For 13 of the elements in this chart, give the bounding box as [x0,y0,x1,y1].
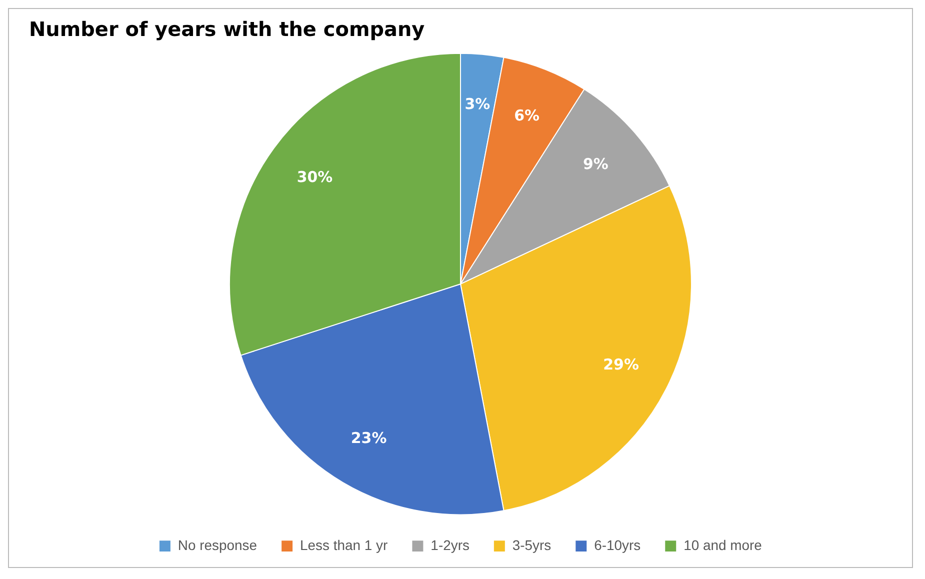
legend-label: Less than 1 yr [300,536,388,553]
chart-title: Number of years with the company [28,17,425,42]
data-label: 23% [350,428,387,447]
legend-label: No response [178,536,258,553]
legend-label: 6-10yrs [594,536,641,553]
data-label: 30% [296,168,333,186]
data-label: 3% [464,94,490,113]
data-label: 6% [514,106,540,125]
data-label: 29% [603,356,639,374]
legend-label: 10 and more [684,536,762,553]
legend-label: 3-5yrs [512,536,552,553]
legend-label: 1-2yrs [430,536,470,553]
data-label: 9% [582,154,608,173]
